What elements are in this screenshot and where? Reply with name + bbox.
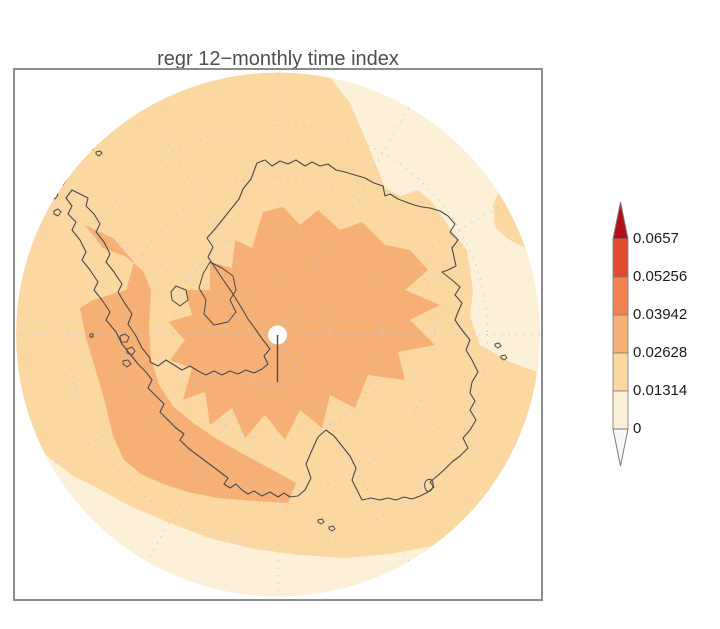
contour-band-3-pole-starburst <box>168 207 440 440</box>
graticule <box>16 72 540 597</box>
colorbar-band-3 <box>612 314 629 354</box>
antarctica-coastline <box>65 159 479 501</box>
colorbar-above-arrow <box>612 201 629 240</box>
colorbar-tick-label: 0.05256 <box>633 268 688 285</box>
colorbar-below-arrow <box>612 428 629 467</box>
colorbar-tick-label: 0.0657 <box>633 230 679 247</box>
map-frame <box>13 68 543 601</box>
colorbar-tick-label: 0.02628 <box>633 344 688 361</box>
colorbar-band-5 <box>612 238 629 278</box>
colorbar-band-4 <box>612 276 629 316</box>
colorbar-tick-label: 0 <box>633 420 642 437</box>
colorbar-tick-label: 0.03942 <box>633 306 688 323</box>
colorbar-band-1 <box>612 390 629 430</box>
colorbar <box>612 201 629 467</box>
antarctica-map-svg <box>16 72 540 597</box>
contour-band-3-west-arc <box>80 225 296 503</box>
title-line-1: regr 12−monthly time index <box>157 48 399 70</box>
colorbar-svg <box>612 201 629 467</box>
colorbar-band-2 <box>612 352 629 392</box>
colorbar-tick-label: 0.01314 <box>633 382 688 399</box>
